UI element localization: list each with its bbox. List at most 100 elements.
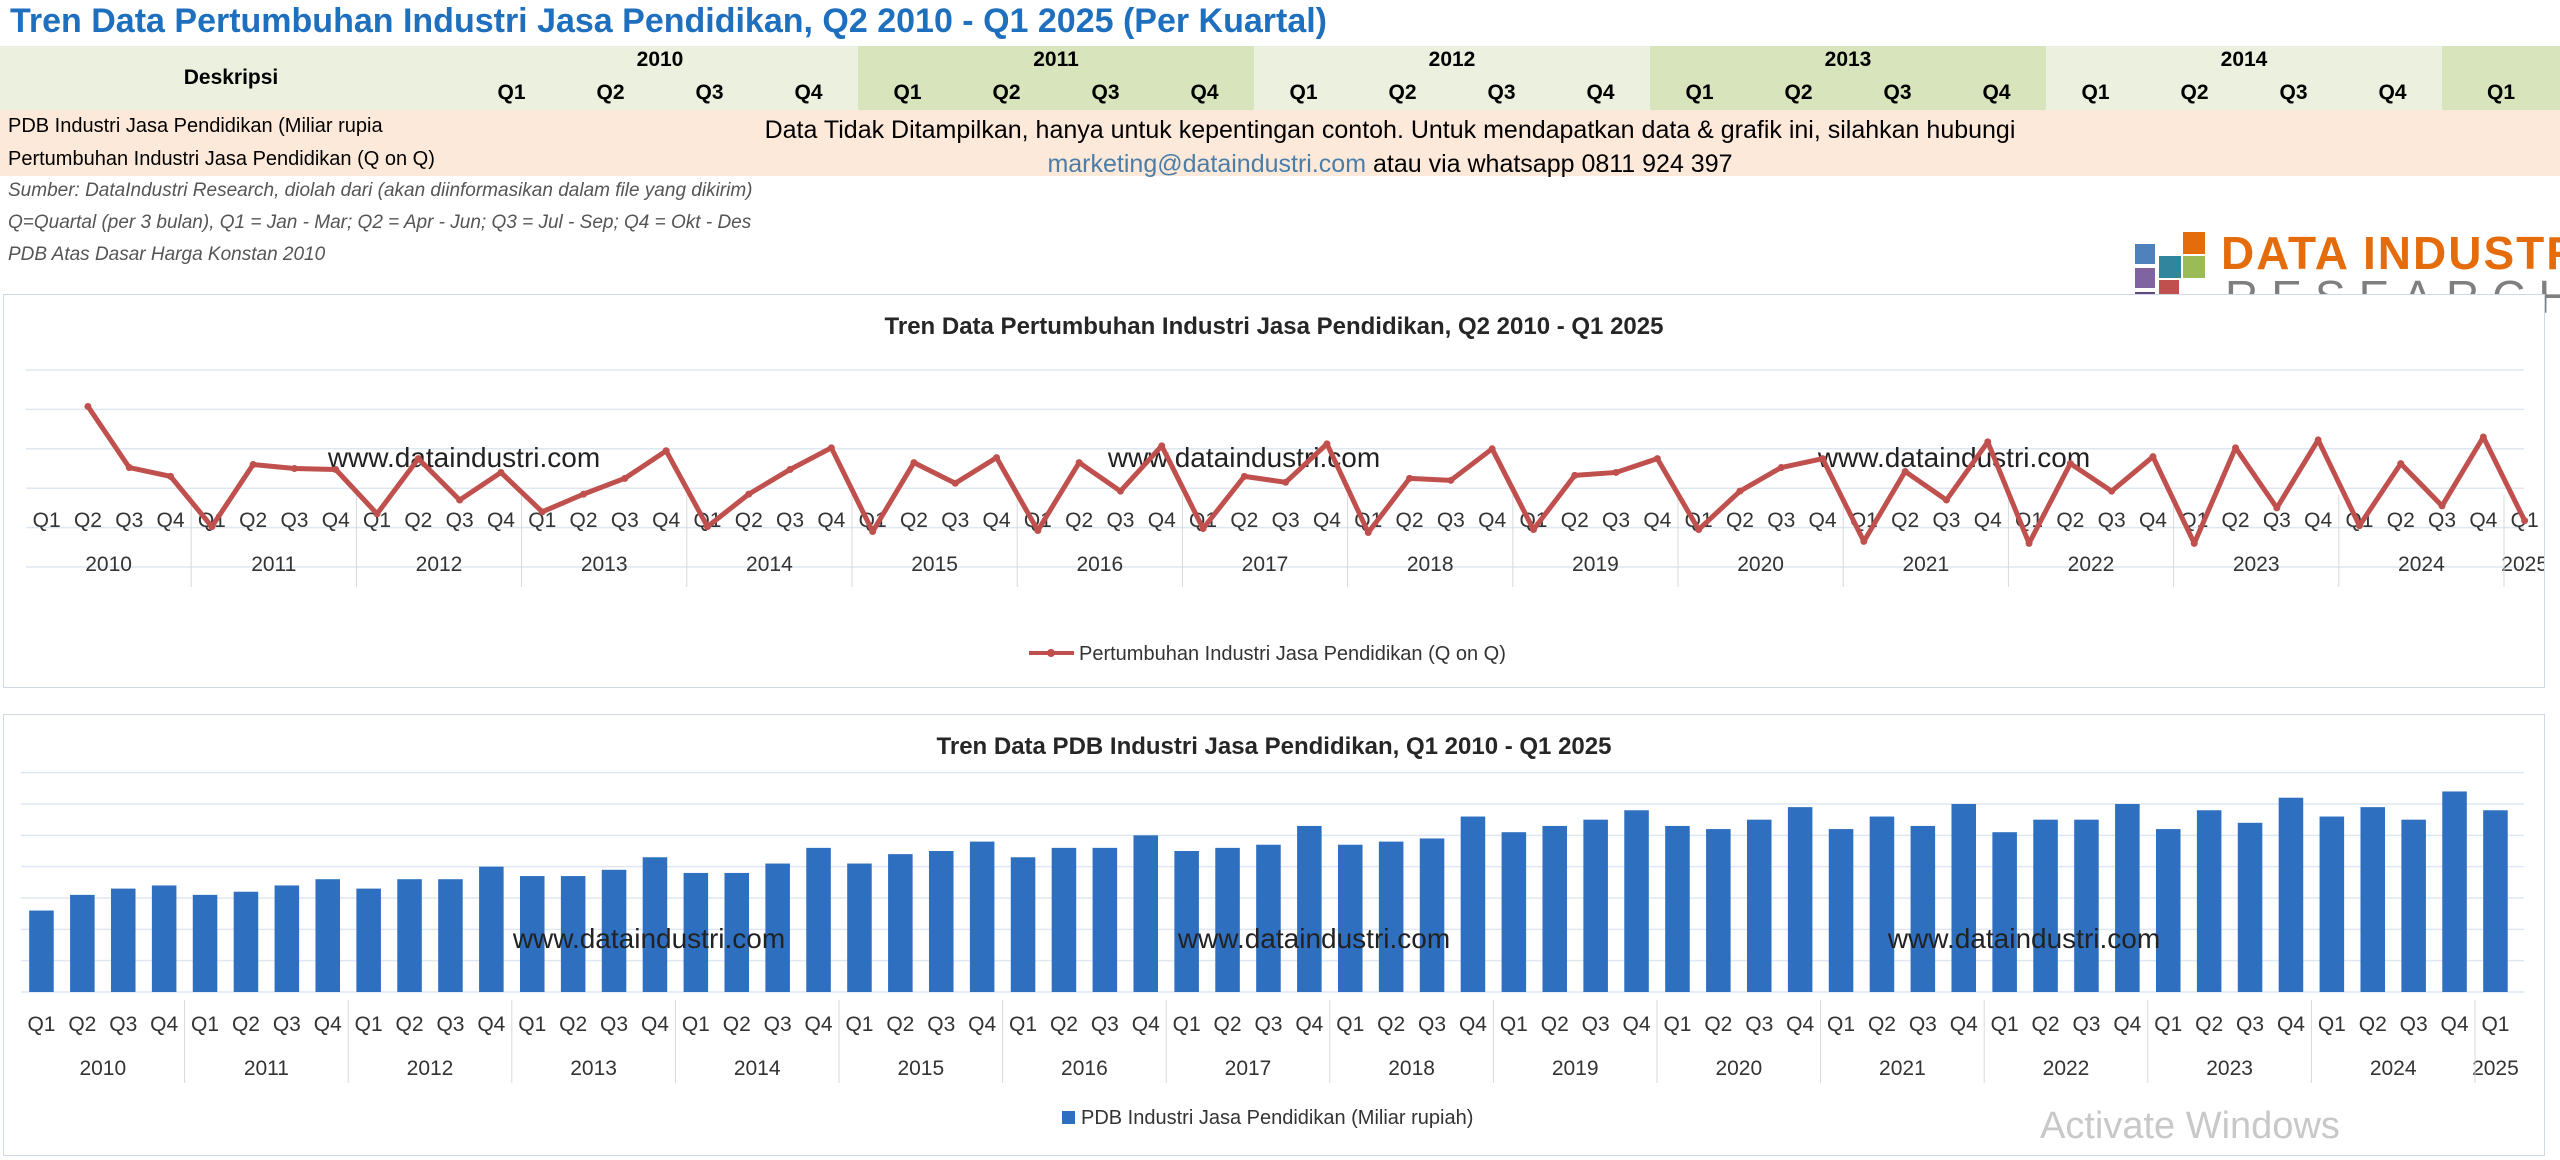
contact-email-link[interactable]: marketing@dataindustri.com: [1047, 150, 1367, 178]
chart-title: Tren Data Pertumbuhan Industri Jasa Pend…: [885, 313, 1664, 340]
quarter-label: Q1: [497, 81, 526, 104]
gdp-bar: [151, 885, 177, 992]
gdp-bar: [1910, 825, 1936, 992]
x-year-label: 2023: [2206, 1057, 2253, 1080]
x-tick-label: Q1: [355, 1013, 383, 1036]
x-tick-label: Q3: [1272, 509, 1300, 532]
data-point: [869, 528, 877, 536]
year-band: [1254, 46, 1650, 110]
x-tick-label: Q3: [2098, 509, 2126, 532]
watermark-text: www.dataindustri.com: [512, 923, 785, 954]
quarter-label: Q2: [1784, 81, 1813, 104]
gdp-bar: [110, 888, 136, 992]
x-tick-label: Q4: [817, 509, 845, 532]
gdp-bar: [1215, 847, 1240, 992]
data-point: [2397, 460, 2405, 468]
quarter-label: Q2: [2180, 81, 2209, 104]
x-tick-label: Q3: [2263, 509, 2291, 532]
data-point: [2355, 522, 2363, 530]
year-band: [2046, 46, 2442, 110]
table-row-gdp: [0, 110, 2560, 143]
x-tick-label: Q4: [487, 509, 515, 532]
data-point: [786, 465, 794, 473]
data-point: [2479, 433, 2487, 441]
x-tick-label: Q1: [1827, 1013, 1855, 1036]
x-tick-label: Q3: [1602, 509, 1630, 532]
quarter-label: Q3: [695, 81, 724, 104]
x-tick-label: Q1: [1663, 1013, 1691, 1036]
x-tick-label: Q4: [477, 1013, 505, 1036]
gdp-bar: [642, 857, 668, 992]
notice-line1: Data Tidak Ditampilkan, hanya untuk kepe…: [764, 116, 2016, 144]
quarter-label: Q4: [1190, 81, 1219, 104]
x-year-label: 2014: [746, 553, 793, 576]
notice-whatsapp: atau via whatsapp 0811 924 397: [1366, 150, 1733, 178]
gdp-bar: [1746, 819, 1772, 992]
data-point: [1199, 525, 1207, 533]
legend-swatch: [1062, 1111, 1075, 1124]
x-tick-label: Q1: [2318, 1013, 2346, 1036]
x-tick-label: Q1: [1009, 1013, 1037, 1036]
x-tick-label: Q3: [1418, 1013, 1446, 1036]
gdp-bar: [1706, 829, 1731, 992]
data-point: [1860, 537, 1868, 545]
gdp-bar: [315, 879, 341, 992]
gdp-bar: [2074, 819, 2099, 992]
data-point: [993, 454, 1001, 462]
gdp-bar: [1460, 816, 1486, 992]
data-point: [1488, 445, 1496, 453]
gdp-bar: [1665, 825, 1690, 992]
gdp-bar: [1092, 847, 1118, 992]
data-point: [745, 490, 753, 498]
year-label: 2012: [1428, 48, 1476, 71]
data-point: [167, 472, 175, 480]
gdp-bar-chart: Tren Data PDB Industri Jasa Pendidikan, …: [3, 714, 2545, 1156]
x-tick-label: Q2: [239, 509, 267, 532]
x-year-label: 2024: [2398, 553, 2445, 576]
chart-title: Tren Data PDB Industri Jasa Pendidikan, …: [937, 733, 1612, 760]
gdp-bar: [519, 876, 545, 992]
x-tick-label: Q2: [404, 509, 432, 532]
x-tick-label: Q2: [570, 509, 598, 532]
data-point: [910, 459, 918, 467]
x-tick-label: Q3: [1106, 509, 1134, 532]
x-year-label: 2014: [734, 1057, 781, 1080]
x-tick-label: Q2: [396, 1013, 424, 1036]
data-point: [2066, 460, 2074, 468]
data-point: [621, 474, 629, 482]
gdp-bar: [1337, 844, 1363, 992]
data-point: [2273, 504, 2281, 512]
data-point: [456, 496, 464, 504]
x-tick-label: Q4: [1132, 1013, 1160, 1036]
x-tick-label: Q1: [1173, 1013, 1201, 1036]
x-tick-label: Q3: [611, 509, 639, 532]
gdp-bar: [1583, 819, 1608, 992]
gdp-bar: [2360, 807, 2386, 992]
x-year-label: 2025: [2472, 1057, 2519, 1080]
gdp-bar: [2483, 810, 2508, 992]
x-tick-label: Q4: [157, 509, 185, 532]
gdp-bar: [192, 894, 218, 992]
x-tick-label: Q2: [1050, 1013, 1078, 1036]
data-point: [1075, 459, 1083, 467]
gdp-bar: [969, 841, 995, 992]
gdp-bar: [438, 879, 463, 992]
data-point: [1695, 526, 1703, 534]
x-year-label: 2013: [581, 553, 628, 576]
x-year-label: 2011: [244, 1057, 289, 1080]
x-tick-label: Q4: [2277, 1013, 2305, 1036]
x-tick-label: Q3: [109, 1013, 137, 1036]
data-point: [2521, 517, 2529, 525]
x-tick-label: Q2: [1214, 1013, 1242, 1036]
x-tick-label: Q4: [1295, 1013, 1323, 1036]
watermark-text: www.dataindustri.com: [1177, 923, 1450, 954]
data-point: [332, 465, 340, 473]
x-year-label: 2021: [1879, 1057, 1926, 1080]
watermark-text: www.dataindustri.com: [1817, 442, 2090, 473]
data-point: [1984, 438, 1992, 446]
x-tick-label: Q4: [1974, 509, 2002, 532]
x-tick-label: Q3: [280, 509, 308, 532]
quarter-label: Q3: [1091, 81, 1120, 104]
data-point: [1529, 526, 1537, 534]
x-tick-label: Q1: [27, 1013, 55, 1036]
